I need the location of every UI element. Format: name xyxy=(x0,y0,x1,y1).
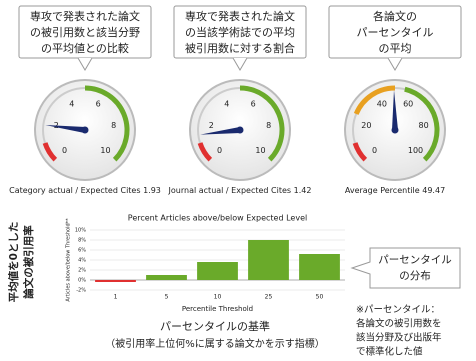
gauge-needle xyxy=(45,125,86,133)
callout-pointer xyxy=(77,57,93,71)
callout-pointer xyxy=(232,57,248,71)
callout-text: の被引用数と該当分野 xyxy=(30,25,140,39)
bar xyxy=(95,280,136,282)
callout-text: の平均値との比較 xyxy=(41,41,129,55)
callout-text: 被引用数に対する割合 xyxy=(185,41,295,55)
gauge-tick-label: 2 xyxy=(209,121,214,130)
basis-text: （被引用率上位何%に属する論文かを示す指標） xyxy=(105,337,325,350)
gauge-band xyxy=(353,85,396,115)
gauge-hub xyxy=(391,126,399,134)
bar xyxy=(299,254,340,280)
gauge-band xyxy=(404,86,440,162)
caption-value: 1.42 xyxy=(294,186,312,195)
gauge-tick-label: 8 xyxy=(266,121,271,130)
callout-text: パーセンタイル xyxy=(357,26,434,39)
gauge-tick-label: 4 xyxy=(224,100,229,109)
callout-pointer xyxy=(387,57,403,71)
gauge-tick-label: 10 xyxy=(100,146,110,155)
note-text: 各論文の被引用数を xyxy=(356,318,442,330)
gauge-caption: Category actual / Expected Cites 1.93 xyxy=(9,186,161,195)
gauge-needle xyxy=(200,127,241,135)
gauge-caption: Average Percentile 49.47 xyxy=(345,186,445,195)
gauge-band xyxy=(239,85,285,162)
gauge-caption: Journal actual / Expected Cites 1.42 xyxy=(168,186,312,195)
gauge-tick-label: 0 xyxy=(372,146,377,155)
callout-text: の分布 xyxy=(399,270,431,282)
y-tick-label: -2% xyxy=(76,288,86,294)
gauge-hub xyxy=(81,126,89,134)
caption-label: Category actual / Expected Cites xyxy=(9,186,140,195)
gauge-hub xyxy=(236,126,244,134)
caption-value: 49.47 xyxy=(422,186,445,195)
callout-text: 専攻で発表された論文 xyxy=(30,9,140,23)
y-tick-label: 2% xyxy=(78,268,86,274)
left-label: 論文の被引用率 xyxy=(22,225,35,299)
gauge-band xyxy=(197,142,213,162)
y-tick-label: 8% xyxy=(78,238,86,244)
bar xyxy=(248,240,289,280)
callout-text: の当該学術誌での平均 xyxy=(185,25,295,39)
callout-text: 各論文の xyxy=(373,9,417,23)
caption-label: Average Percentile xyxy=(345,186,420,195)
basis-text: パーセンタイルの基準 xyxy=(160,319,270,333)
x-tick-label: 5 xyxy=(165,294,169,301)
gauge-tick-label: 6 xyxy=(251,100,256,109)
gauge-tick-label: 6 xyxy=(96,100,101,109)
x-tick-label: 25 xyxy=(265,294,273,301)
note-text: で標準化した値 xyxy=(356,346,423,358)
left-label: 平均値を0とした xyxy=(7,222,20,303)
gauge-band xyxy=(42,142,58,162)
callout-box xyxy=(350,247,461,289)
note-text: ※パーセンタイル： xyxy=(356,305,440,316)
y-tick-label: 10% xyxy=(75,228,86,234)
gauge-band xyxy=(84,85,130,162)
gauge-tick-label: 40 xyxy=(377,100,387,109)
x-axis-label: Percentile Threshold xyxy=(182,305,253,313)
caption-label: Journal actual / Expected Cites xyxy=(168,186,292,195)
callout-text: パーセンタイル xyxy=(378,254,452,266)
gauge-tick-label: 20 xyxy=(361,121,371,130)
caption-value: 1.93 xyxy=(143,186,161,195)
y-axis-label: Articles above/below Threshold** xyxy=(66,218,72,302)
gauge-tick-label: 4 xyxy=(69,100,74,109)
gauge-tick-label: 10 xyxy=(255,146,265,155)
note-text: 該当分野及び出版年 xyxy=(356,332,442,344)
x-tick-label: 1 xyxy=(114,294,118,301)
gauge-tick-label: 60 xyxy=(403,100,413,109)
y-tick-label: 6% xyxy=(78,248,86,254)
bar xyxy=(146,275,187,280)
gauge-tick-label: 8 xyxy=(111,121,116,130)
y-tick-label: 0% xyxy=(78,278,86,284)
gauge-needle xyxy=(392,90,398,131)
gauge-tick-label: 100 xyxy=(408,146,423,155)
gauge-tick-label: 0 xyxy=(62,146,67,155)
gauge-tick-label: 80 xyxy=(419,121,429,130)
x-tick-label: 50 xyxy=(316,294,324,301)
chart-title: Percent Articles above/below Expected Le… xyxy=(128,214,307,223)
callout-text: の平均 xyxy=(379,42,412,55)
gauge-tick-label: 2 xyxy=(54,121,59,130)
callout-text: 専攻で発表された論文 xyxy=(185,9,295,23)
gauge-tick-label: 0 xyxy=(217,146,222,155)
gauge-band xyxy=(352,142,368,162)
bar xyxy=(197,262,238,280)
x-tick-label: 10 xyxy=(214,294,222,301)
y-tick-label: 4% xyxy=(78,258,86,264)
